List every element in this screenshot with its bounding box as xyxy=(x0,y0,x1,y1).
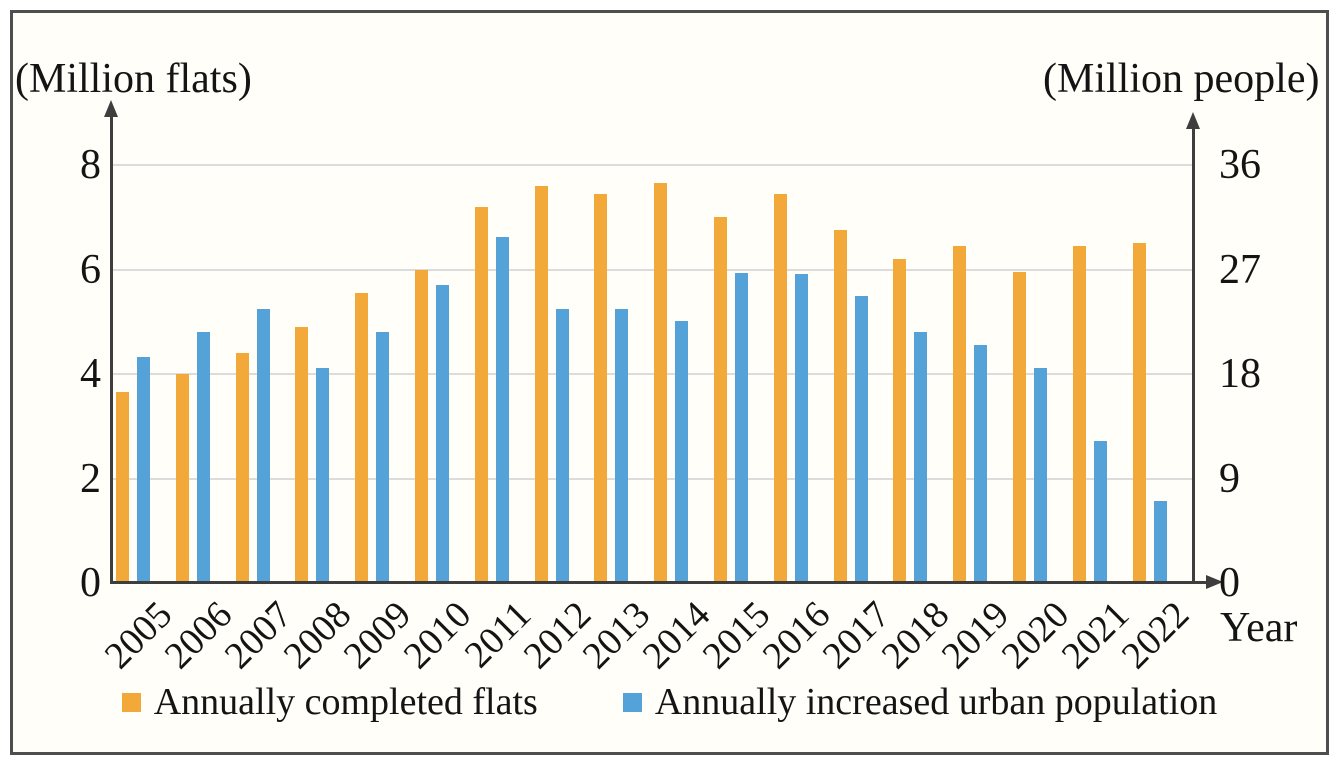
x-axis-title: Year xyxy=(1220,605,1298,651)
bar-flats-2008 xyxy=(295,326,309,583)
bar-flats-2011 xyxy=(474,206,488,583)
legend-label: Annually increased urban population xyxy=(654,681,1218,723)
bar-flats-2010 xyxy=(415,269,428,583)
gridline-6 xyxy=(113,268,1193,271)
bar-population-2011 xyxy=(495,237,509,583)
bar-population-2019 xyxy=(974,344,988,583)
left-axis-tick-4: 4 xyxy=(80,351,101,397)
x-axis-line xyxy=(110,581,1206,584)
bar-flats-2020 xyxy=(1013,272,1026,583)
right-axis-tick-18: 18 xyxy=(1219,351,1261,397)
bar-population-2020 xyxy=(1034,368,1047,583)
right-axis-tick-36: 36 xyxy=(1219,142,1261,188)
bar-population-2007 xyxy=(256,308,270,583)
left-axis-tick-0: 0 xyxy=(80,560,101,606)
bar-population-2012 xyxy=(555,308,569,583)
legend-label: Annually completed flats xyxy=(153,681,538,723)
legend-swatch-icon xyxy=(121,692,141,712)
bar-population-2005 xyxy=(137,356,150,583)
right-axis-tick-0: 0 xyxy=(1219,560,1240,606)
gridline-4 xyxy=(113,373,1193,375)
bar-flats-2015 xyxy=(714,217,727,583)
bar-flats-2006 xyxy=(175,374,189,583)
legend-item-population: Annually increased urban population xyxy=(622,681,1218,723)
bar-flats-2022 xyxy=(1132,243,1146,583)
bar-population-2014 xyxy=(675,320,689,583)
bar-population-2017 xyxy=(854,296,868,583)
right-axis-arrow-icon xyxy=(1186,112,1200,129)
bar-population-2009 xyxy=(376,332,390,583)
right-axis-line xyxy=(1192,127,1195,583)
left-axis-tick-6: 6 xyxy=(80,246,101,293)
bar-population-2022 xyxy=(1153,500,1167,583)
left-axis-arrow-icon xyxy=(104,100,118,117)
bar-flats-2007 xyxy=(235,353,249,583)
bar-flats-2019 xyxy=(953,246,967,583)
bar-flats-2014 xyxy=(654,183,668,583)
bar-population-2006 xyxy=(196,332,210,583)
bar-population-2008 xyxy=(316,368,330,583)
left-axis-tick-8: 8 xyxy=(80,142,101,188)
legend: Annually completed flats Annually increas… xyxy=(13,681,1326,723)
legend-item-flats: Annually completed flats xyxy=(121,681,538,723)
bar-population-2013 xyxy=(615,308,629,583)
bar-population-2018 xyxy=(914,332,928,583)
bar-flats-2021 xyxy=(1072,246,1086,583)
bar-flats-2017 xyxy=(833,230,847,583)
gridline-8 xyxy=(113,164,1193,166)
right-axis-title: (Million people) xyxy=(1043,56,1320,102)
bar-flats-2012 xyxy=(534,185,548,583)
bar-flats-2016 xyxy=(773,193,787,583)
chart-frame: (Million flats) (Million people) 0 2 4 6 8 0… xyxy=(10,10,1329,755)
bar-flats-2005 xyxy=(116,392,129,583)
right-axis-tick-9: 9 xyxy=(1219,455,1240,502)
bar-flats-2013 xyxy=(594,193,608,583)
left-axis-tick-2: 2 xyxy=(80,455,101,502)
gridline-2 xyxy=(113,477,1193,480)
right-axis-tick-27: 27 xyxy=(1219,246,1261,293)
bar-flats-2009 xyxy=(355,293,369,583)
bar-population-2015 xyxy=(735,272,748,583)
x-axis-arrow-icon xyxy=(1206,575,1223,589)
bar-population-2010 xyxy=(436,284,449,583)
left-axis-line xyxy=(110,115,113,583)
bar-population-2021 xyxy=(1093,441,1107,583)
legend-swatch-icon xyxy=(622,692,642,712)
bar-population-2016 xyxy=(794,274,808,583)
bar-flats-2018 xyxy=(893,259,907,583)
left-axis-title: (Million flats) xyxy=(15,56,252,102)
plot-area xyxy=(113,164,1193,583)
